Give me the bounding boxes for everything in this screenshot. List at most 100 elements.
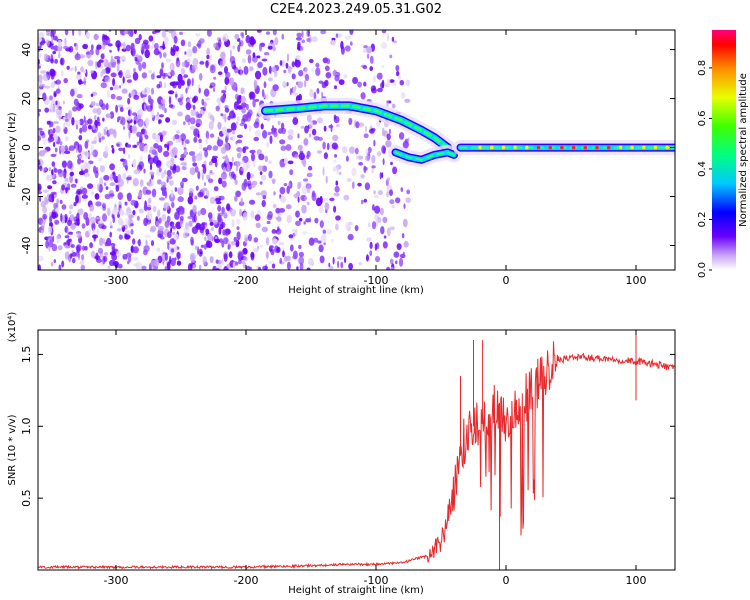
noise-blob [393, 81, 397, 87]
noise-blob [155, 216, 158, 222]
noise-blob [122, 158, 128, 168]
noise-blob [298, 181, 302, 188]
noise-blob [100, 53, 105, 60]
noise-blob [69, 68, 73, 72]
noise-blob [158, 47, 163, 52]
noise-blob [179, 157, 185, 161]
noise-blob [398, 74, 401, 81]
y-axis-label: SNR (10 * v/v) [7, 414, 18, 485]
noise-blob [141, 61, 147, 69]
noise-blob [47, 238, 51, 243]
noise-blob [105, 113, 112, 118]
noise-blob [249, 91, 256, 100]
noise-blob [174, 134, 180, 140]
noise-blob [252, 52, 256, 58]
noise-blob [212, 265, 217, 270]
noise-blob [46, 30, 51, 37]
noise-blob [49, 95, 53, 101]
noise-blob [324, 65, 330, 72]
noise-blob [382, 241, 388, 249]
noise-blob [46, 174, 53, 182]
noise-blob [235, 242, 239, 248]
noise-blob [234, 33, 240, 40]
noise-blob [150, 87, 155, 95]
noise-blob [337, 33, 343, 38]
noise-blob [376, 72, 383, 80]
noise-blob [259, 181, 263, 185]
noise-blob [164, 143, 168, 148]
noise-blob [263, 81, 267, 89]
noise-blob [195, 118, 203, 127]
noise-blob [138, 91, 141, 98]
noise-blob [255, 192, 262, 196]
noise-blob [47, 185, 53, 190]
noise-blob [404, 98, 411, 103]
noise-blob [52, 180, 57, 185]
noise-blob [297, 196, 300, 203]
noise-blob [105, 103, 109, 111]
noise-blob [344, 45, 351, 52]
x-tick-label: -100 [364, 274, 389, 287]
y-tick-label: 40 [20, 43, 33, 57]
noise-blob [344, 256, 347, 263]
noise-blob [38, 36, 42, 43]
noise-blob [131, 125, 137, 131]
noise-blob [132, 209, 136, 216]
noise-blob [136, 215, 140, 221]
noise-blob [50, 153, 57, 157]
carrier-hotspot [513, 145, 517, 150]
noise-blob [283, 255, 288, 263]
noise-blob [157, 209, 161, 217]
noise-blob [398, 257, 404, 267]
noise-blob [153, 143, 159, 149]
noise-blob [229, 110, 235, 119]
noise-blob [202, 256, 207, 266]
carrier-hotspot [642, 145, 646, 150]
noise-blob [204, 101, 207, 110]
noise-blob [333, 159, 337, 163]
noise-blob [297, 81, 303, 89]
noise-blob [143, 128, 147, 138]
noise-blob [166, 261, 171, 270]
lower-track-core [394, 151, 455, 161]
noise-blob [311, 190, 316, 198]
noise-blob [317, 150, 322, 154]
noise-blob [104, 76, 111, 83]
noise-blob [301, 231, 308, 235]
noise-blob [192, 264, 196, 270]
noise-blob [212, 216, 215, 220]
noise-blob [62, 45, 69, 50]
noise-blob [117, 263, 123, 269]
noise-blob [281, 33, 285, 40]
noise-blob [134, 57, 138, 62]
noise-blob [54, 147, 58, 153]
noise-blob [248, 233, 252, 242]
noise-blob [268, 170, 273, 179]
noise-blob [173, 233, 179, 241]
noise-blob [298, 251, 304, 258]
noise-blob [385, 140, 392, 148]
noise-blob [163, 36, 169, 46]
noise-blob [103, 34, 108, 40]
noise-blob [373, 139, 376, 147]
noise-blob [209, 170, 213, 173]
noise-blob [249, 66, 254, 72]
noise-blob [295, 36, 302, 41]
noise-blob [84, 140, 89, 149]
noise-blob [326, 228, 332, 235]
noise-blob [133, 94, 140, 100]
noise-blob [313, 136, 320, 141]
noise-blob [123, 147, 126, 155]
noise-blob [352, 76, 359, 85]
noise-blob [132, 158, 137, 168]
noise-blob [170, 148, 176, 158]
noise-blob [76, 212, 80, 221]
noise-blob [204, 97, 211, 101]
noise-blob [161, 62, 164, 69]
noise-blob [253, 121, 260, 129]
noise-blob [389, 226, 395, 231]
noise-blob [363, 166, 368, 171]
noise-blob [239, 122, 245, 127]
noise-blob [188, 188, 194, 194]
noise-blob [298, 152, 305, 161]
